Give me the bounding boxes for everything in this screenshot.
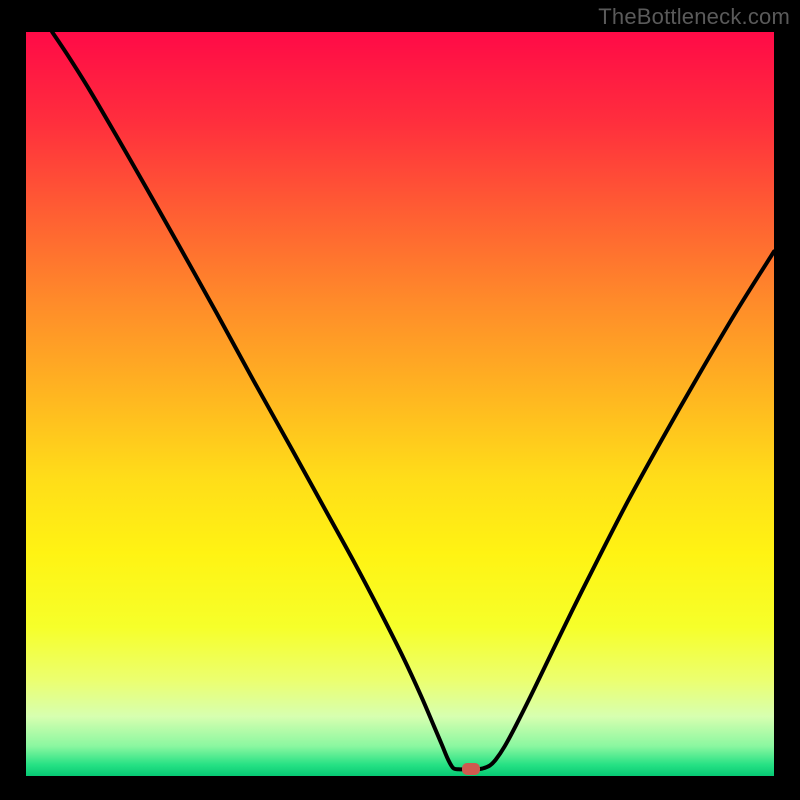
chart-stage: TheBottleneck.com <box>0 0 800 800</box>
bottleneck-curve <box>26 32 774 776</box>
optimum-marker <box>462 763 480 775</box>
watermark-text: TheBottleneck.com <box>598 4 790 30</box>
plot-area <box>26 32 774 776</box>
